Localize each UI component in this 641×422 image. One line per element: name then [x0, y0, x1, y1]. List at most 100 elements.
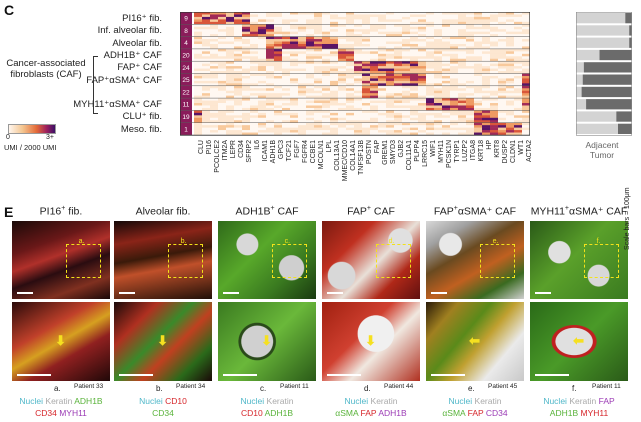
heatmap-cell — [458, 95, 467, 99]
heatmap-cell — [418, 120, 427, 123]
heatmap-cell — [242, 75, 251, 79]
heatmap-cell — [498, 122, 507, 126]
heatmap-cell — [314, 103, 323, 106]
heatmap-cell — [378, 26, 387, 30]
heatmap-cell — [378, 100, 387, 104]
heatmap-cell — [266, 117, 275, 121]
heatmap-cell — [450, 56, 459, 60]
adjacent-fraction-bar — [576, 86, 582, 98]
heatmap-cell — [298, 130, 307, 133]
heatmap-cell — [266, 21, 275, 25]
heatmap-cell — [306, 71, 315, 74]
heatmap-cell — [466, 83, 475, 87]
heatmap-cell — [498, 105, 507, 109]
heatmap-cell — [306, 88, 315, 92]
heatmap-cell — [482, 53, 491, 57]
heatmap-cell — [234, 100, 243, 104]
heatmap-cell — [434, 130, 443, 133]
gene-label: FAP — [374, 140, 381, 154]
heatmap-cell — [370, 53, 379, 57]
heatmap-cell — [362, 56, 371, 60]
heatmap-cell — [250, 93, 259, 96]
heatmap-cell — [410, 16, 419, 20]
heatmap-cell — [322, 24, 331, 28]
heatmap-cell — [290, 88, 299, 92]
stain-legend-line: Nuclei CD10 — [110, 396, 216, 406]
heatmap-cell — [226, 105, 235, 109]
heatmap-cell — [522, 127, 530, 131]
heatmap-cell — [306, 29, 315, 32]
heatmap-cell — [378, 63, 387, 67]
heatmap-cell — [514, 103, 523, 106]
heatmap-cell — [418, 63, 427, 67]
heatmap-cell — [506, 127, 515, 131]
heatmap-cell — [370, 24, 379, 28]
heatmap-cell — [346, 26, 355, 30]
heatmap-cell — [346, 21, 355, 25]
heatmap-cell — [322, 66, 331, 69]
heatmap-cell — [242, 98, 251, 101]
heatmap-cell — [450, 51, 459, 55]
heatmap-cell — [282, 51, 291, 55]
heatmap-cell — [314, 132, 323, 136]
heatmap-cell — [490, 24, 499, 28]
heatmap-cell — [474, 41, 483, 45]
heatmap-cell — [290, 71, 299, 74]
heatmap-cell — [306, 48, 315, 52]
heatmap-cell — [250, 19, 259, 23]
heatmap-cell — [378, 78, 387, 82]
micrograph-overview: b. — [114, 221, 212, 299]
heatmap-cell — [218, 71, 227, 74]
heatmap-cell — [418, 68, 427, 72]
stain-label: CD34 — [485, 408, 508, 418]
heatmap-cell — [282, 107, 291, 111]
heatmap-cell — [442, 75, 451, 79]
heatmap-cell — [410, 24, 419, 28]
heatmap-cell — [490, 53, 499, 57]
heatmap-cell — [250, 43, 259, 47]
heatmap-cell — [506, 66, 515, 69]
heatmap-cell — [354, 112, 363, 116]
heatmap-cell — [442, 12, 451, 15]
heatmap-cell — [386, 78, 395, 82]
heatmap-cell — [266, 110, 275, 114]
heatmap-cell — [434, 63, 443, 67]
heatmap-cell — [346, 112, 355, 116]
heatmap-cell — [202, 56, 211, 60]
heatmap-cell — [226, 93, 235, 96]
heatmap-cell — [386, 127, 395, 131]
heatmap-cell — [338, 66, 347, 69]
heatmap-cell — [522, 19, 530, 23]
heatmap-cell — [506, 80, 515, 84]
heatmap-cell — [426, 93, 435, 96]
heatmap-cell — [514, 68, 523, 72]
heatmap-cell — [378, 110, 387, 114]
heatmap-cell — [442, 107, 451, 111]
heatmap-cell — [322, 80, 331, 84]
heatmap-cell — [498, 95, 507, 99]
heatmap-cell — [210, 95, 219, 99]
heatmap-cell — [274, 105, 283, 109]
heatmap-cell — [458, 43, 467, 47]
heatmap-cell — [290, 132, 299, 136]
heatmap-cell — [442, 103, 451, 106]
heatmap-cell — [274, 85, 283, 89]
heatmap-cell — [298, 36, 307, 40]
heatmap-cell — [474, 66, 483, 69]
heatmap-cell — [458, 73, 467, 77]
heatmap-cell — [466, 93, 475, 96]
heatmap-cell — [210, 61, 219, 64]
heatmap-cell — [506, 132, 515, 136]
heatmap-cell — [202, 14, 211, 18]
heatmap-cell — [458, 90, 467, 94]
heatmap-cell — [194, 73, 203, 77]
heatmap-cell — [450, 31, 459, 35]
tissue-fraction-bars — [576, 12, 632, 136]
heatmap-cell — [450, 14, 459, 18]
heatmap-cell — [218, 85, 227, 89]
heatmap-cell — [434, 80, 443, 84]
heatmap-cell — [250, 71, 259, 74]
heatmap-cell — [274, 100, 283, 104]
heatmap-cell — [210, 117, 219, 121]
heatmap-cell — [258, 125, 267, 128]
